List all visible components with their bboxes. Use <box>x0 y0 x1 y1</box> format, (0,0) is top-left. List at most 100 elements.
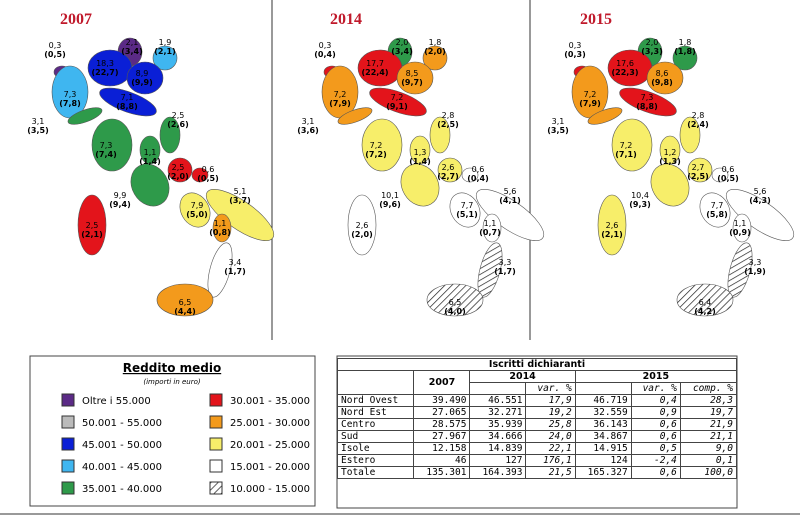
table-cell <box>469 382 527 395</box>
table-cell: 22,1 <box>525 442 576 455</box>
region-value: 9,9 <box>114 191 127 200</box>
region-value: 3,1 <box>32 117 45 126</box>
legend-swatch <box>61 393 75 407</box>
table-cell: 165.327 <box>574 466 632 479</box>
region-value: 7,9 <box>191 201 204 210</box>
region-share: (2,6) <box>167 120 188 129</box>
region-value: 7,3 <box>64 90 77 99</box>
region-share: (2,0) <box>167 172 188 181</box>
region <box>77 194 107 256</box>
region-value: 2,6 <box>442 163 455 172</box>
region-value: 18,3 <box>96 59 114 68</box>
legend-title: Reddito medio <box>123 361 221 375</box>
region-value: 2,8 <box>442 111 455 120</box>
region <box>159 116 181 154</box>
region-share: (3,3) <box>641 47 662 56</box>
legend-swatch <box>61 459 75 473</box>
region-share: (0,3) <box>564 50 585 59</box>
region-share: (4,2) <box>694 307 715 316</box>
table-cell: var. % <box>525 382 576 395</box>
region <box>167 157 193 183</box>
region-value: 6,5 <box>179 298 192 307</box>
region-share: (5,0) <box>186 210 207 219</box>
map: 2015 0,3(0,3) 2,0(3,3) 1,8(1,8) 17,6(22,3) 8,… <box>547 11 795 317</box>
region-value: 1,8 <box>429 38 442 47</box>
table-cell: 19,2 <box>525 406 576 419</box>
region-share: (3,4) <box>391 47 412 56</box>
region <box>205 189 275 241</box>
region-share: (0,5) <box>197 174 218 183</box>
legend-label: 10.000 - 15.000 <box>230 484 310 495</box>
region <box>152 45 178 71</box>
region-value: 1,3 <box>414 148 427 157</box>
region-value: 10,4 <box>631 191 649 200</box>
table-cell: 2015 <box>574 370 738 383</box>
region-share: (7,9) <box>579 99 600 108</box>
region-share: (2,1) <box>154 47 175 56</box>
table-cell: Iscritti dichiaranti <box>337 358 737 371</box>
table-row: Estero 46 127 176,1 124 -2,4 0,1 <box>336 454 738 467</box>
region-share: (5,8) <box>706 210 727 219</box>
region-share: (22,3) <box>611 68 638 77</box>
region-value: 1,8 <box>679 38 692 47</box>
region-share: (9,1) <box>386 102 407 111</box>
table-cell: 0,6 <box>630 430 681 443</box>
legend-label: 50.001 - 55.000 <box>82 418 162 429</box>
region-share: (22,4) <box>361 68 388 77</box>
region <box>725 189 795 241</box>
table-cell: 39.490 <box>413 394 471 407</box>
table-cell: 27.065 <box>413 406 471 419</box>
region-share: (7,2) <box>365 150 386 159</box>
table-cell: 24,0 <box>525 430 576 443</box>
region-share: (9,8) <box>651 78 672 87</box>
table-cell: 46.719 <box>574 394 632 407</box>
map-title: 2007 <box>60 11 92 28</box>
region <box>369 87 427 117</box>
region-share: (0,4) <box>314 50 335 59</box>
region <box>99 87 157 117</box>
table-row: Totale 135.301 164.393 21,5 165.327 0,6 100,0 <box>336 466 738 479</box>
table-row: Centro 28.575 35.939 25,8 36.143 0,6 21,9 <box>336 418 738 431</box>
region-share: (3,6) <box>297 126 318 135</box>
region <box>679 116 701 154</box>
region-share: (7,9) <box>329 99 350 108</box>
region-value: 3,3 <box>499 258 512 267</box>
region-share: (2,5) <box>687 172 708 181</box>
region <box>646 61 684 95</box>
region <box>449 192 481 228</box>
region <box>126 61 164 95</box>
region-value: 17,6 <box>616 59 634 68</box>
region-value: 0,6 <box>472 165 485 174</box>
table-cell: 25,8 <box>525 418 576 431</box>
region-share: (0,5) <box>717 174 738 183</box>
region <box>437 157 463 183</box>
table-cell: 46 <box>413 454 471 467</box>
region-share: (1,8) <box>674 47 695 56</box>
region <box>619 87 677 117</box>
legend-label: 45.001 - 50.000 <box>82 440 162 451</box>
region-value: 1,1 <box>214 219 227 228</box>
table-cell: 124 <box>574 454 632 467</box>
table-cell: 17,9 <box>525 394 576 407</box>
region-value: 2,6 <box>606 221 619 230</box>
region-value: 5,6 <box>504 187 517 196</box>
region-share: (4,1) <box>499 196 520 205</box>
region <box>699 192 731 228</box>
region-value: 6,5 <box>449 298 462 307</box>
region-value: 6,4 <box>699 298 712 307</box>
region-value: 7,2 <box>391 93 404 102</box>
region-value: 0,3 <box>569 41 582 50</box>
region-value: 8,9 <box>136 69 149 78</box>
region <box>396 61 434 95</box>
table-cell: 19,7 <box>679 406 738 419</box>
region-value: 0,6 <box>202 165 215 174</box>
table-cell: 21,5 <box>525 466 576 479</box>
region <box>672 45 698 71</box>
region-value: 2,6 <box>356 221 369 230</box>
region-share: (0,8) <box>209 228 230 237</box>
region-share: (1,9) <box>744 267 765 276</box>
region-value: 3,1 <box>302 117 315 126</box>
region-share: (7,4) <box>95 150 116 159</box>
region-value: 3,3 <box>749 258 762 267</box>
